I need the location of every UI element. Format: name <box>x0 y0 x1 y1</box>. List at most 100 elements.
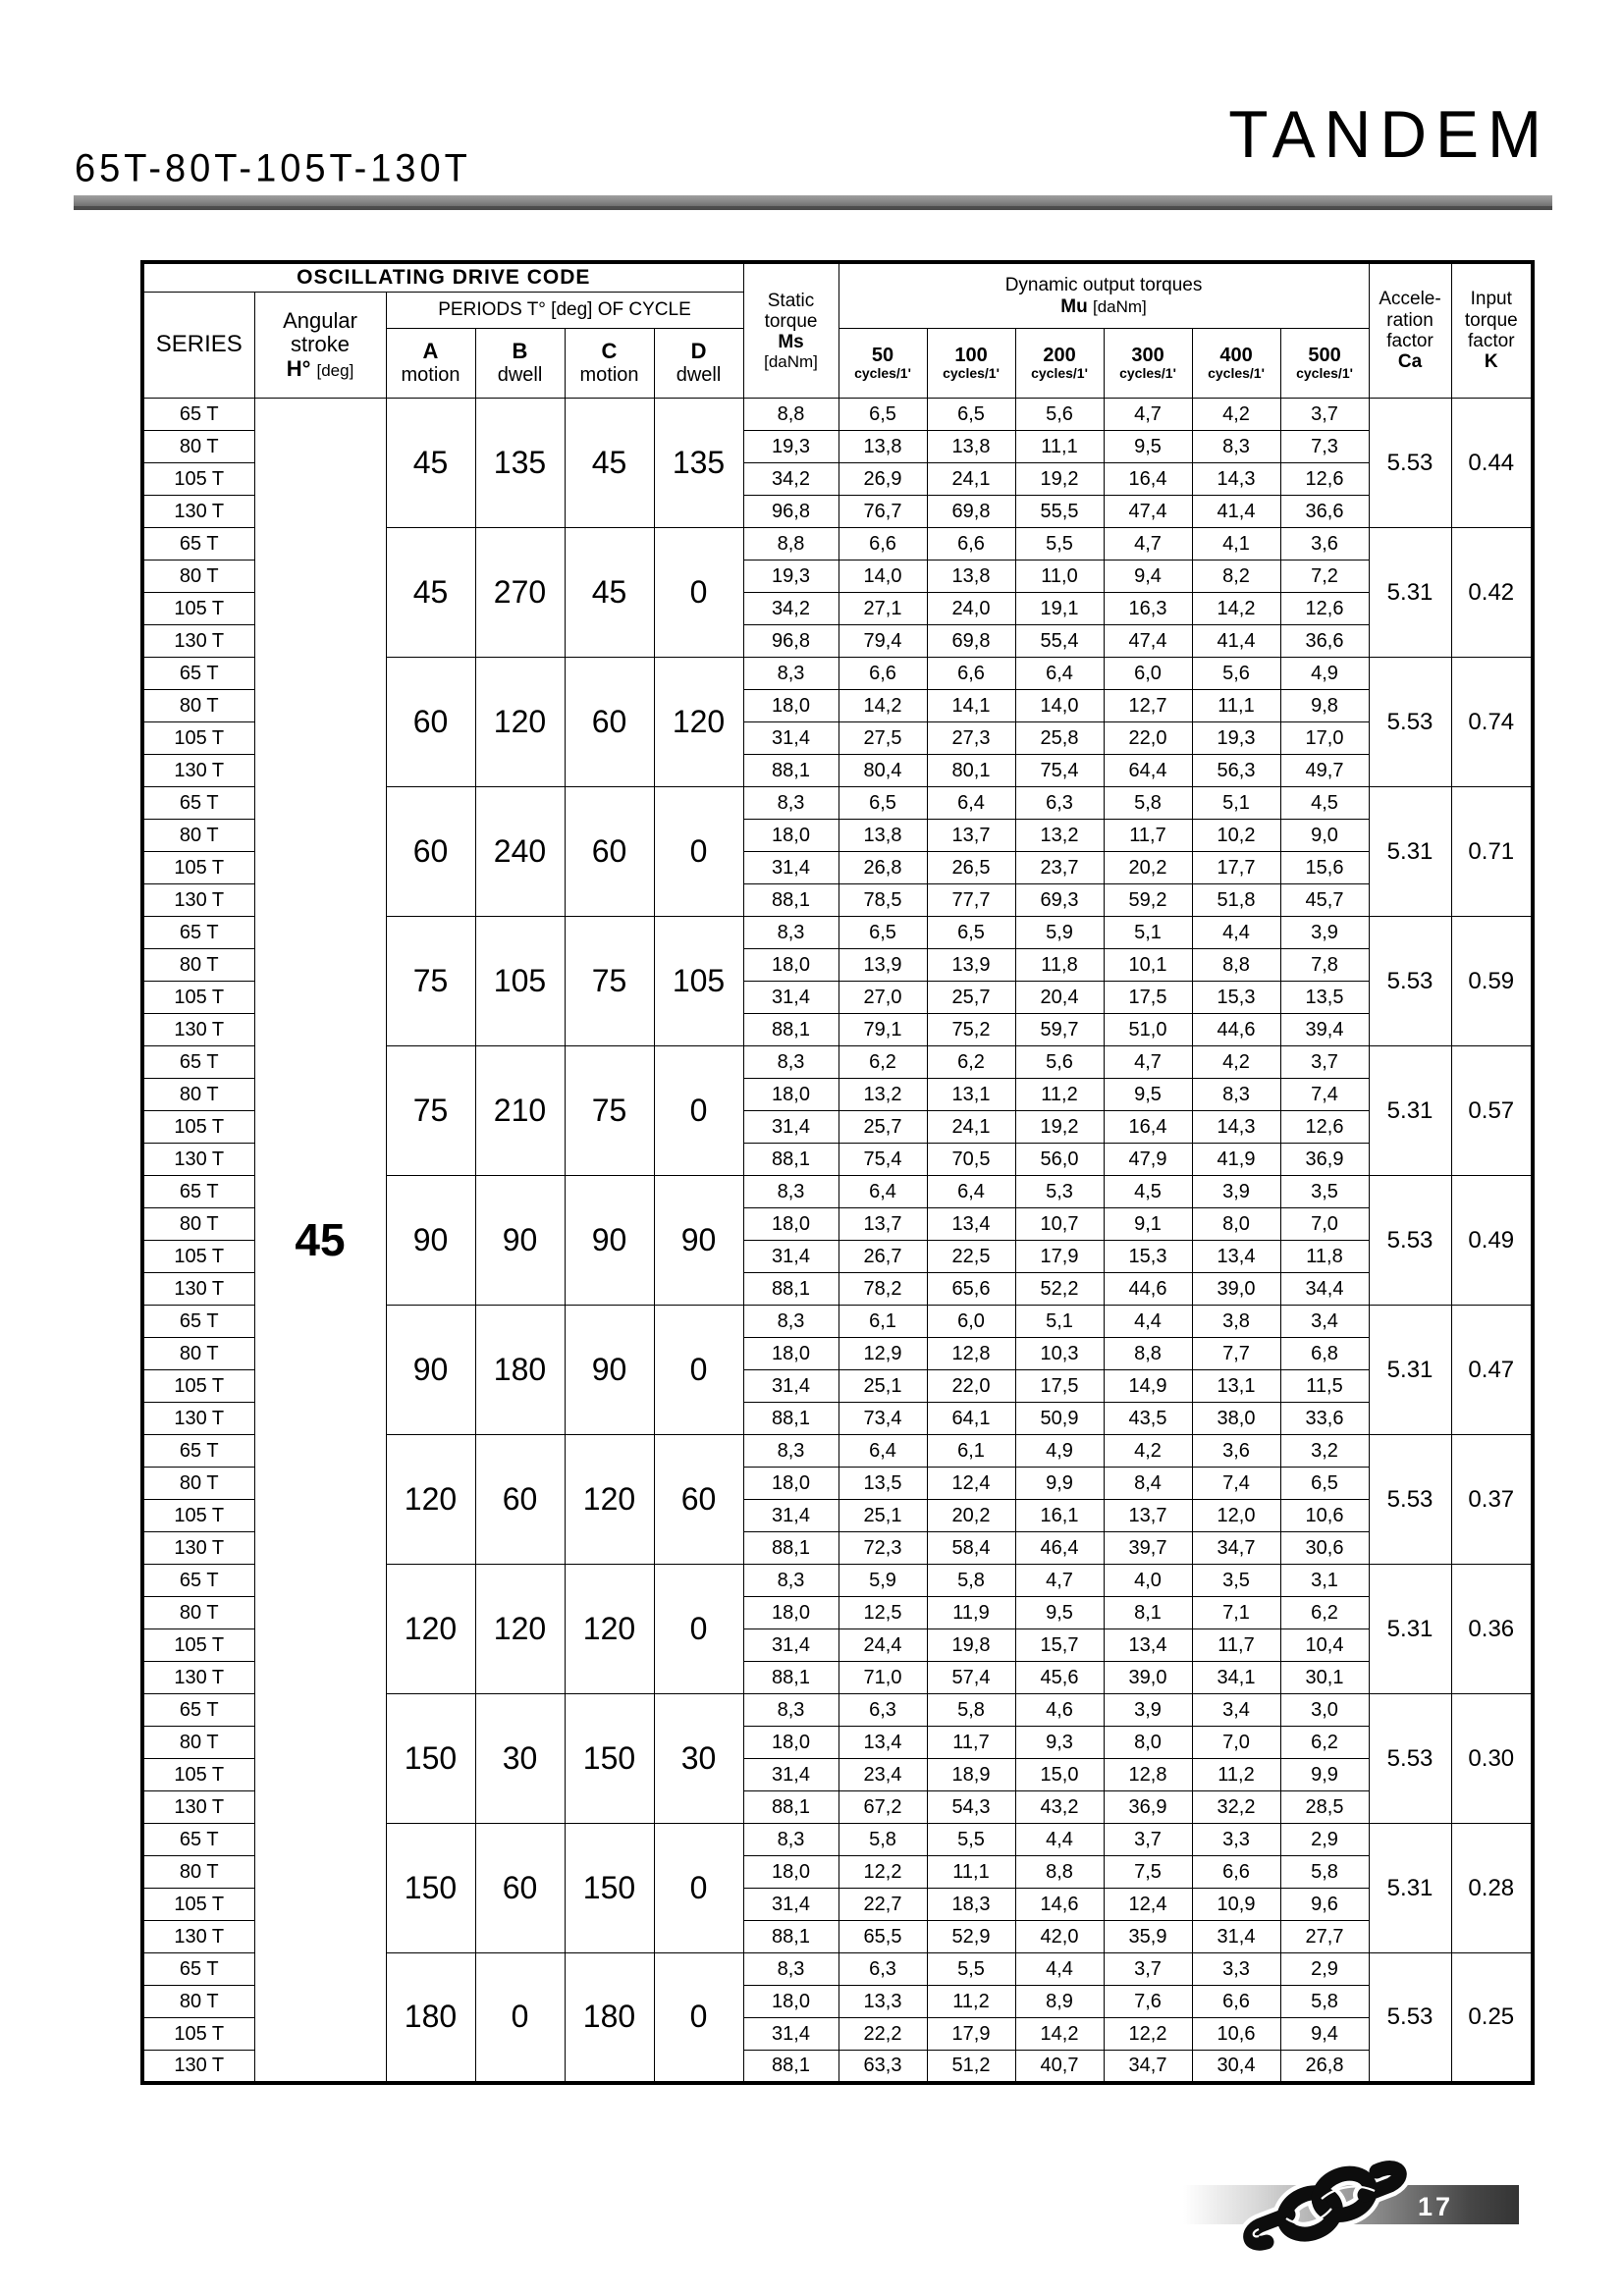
series-label: 105 T <box>141 1240 255 1273</box>
dynamic-torque-value: 14,2 <box>1014 2017 1105 2051</box>
dynamic-torque-value: 8,0 <box>1103 1726 1193 1759</box>
period-value: 0 <box>474 1952 566 2083</box>
dynamic-torque-value: 2,9 <box>1279 1823 1370 1856</box>
dynamic-torque-value: 11,0 <box>1014 560 1105 593</box>
table-row: 130 T 88,1 63,3 51,2 40,7 34,7 30,4 26,8 <box>141 2050 1533 2083</box>
dynamic-torque-value: 12,2 <box>1103 2017 1193 2051</box>
dynamic-torque-value: 64,4 <box>1103 754 1193 787</box>
dynamic-torque-value: 13,4 <box>1191 1240 1281 1273</box>
knot-logo <box>1243 2156 1412 2254</box>
period-value: 60 <box>474 1434 566 1565</box>
dynamic-torque-value: 40,7 <box>1014 2050 1105 2083</box>
static-torque-value: 34,2 <box>742 462 839 496</box>
static-torque-value: 18,0 <box>742 1337 839 1370</box>
dynamic-torque-value: 13,4 <box>926 1207 1016 1241</box>
dynamic-torque-value: 26,9 <box>838 462 928 496</box>
dynamic-torque-value: 6,0 <box>1103 657 1193 690</box>
dynamic-torque-value: 6,5 <box>838 786 928 820</box>
dynamic-torque-value: 34,7 <box>1191 1531 1281 1565</box>
period-value: 60 <box>564 786 655 917</box>
dynamic-torque-value: 8,8 <box>1103 1337 1193 1370</box>
dynamic-torque-value: 25,7 <box>926 981 1016 1014</box>
period-value: 120 <box>564 1434 655 1565</box>
static-torque-value: 19,3 <box>742 430 839 463</box>
static-torque-value: 18,0 <box>742 1985 839 2018</box>
dynamic-torque-value: 31,4 <box>1191 1920 1281 1953</box>
acceleration-factor-value: 5.53 <box>1368 657 1452 787</box>
dynamic-torque-value: 39,0 <box>1103 1661 1193 1694</box>
static-torque-value: 31,4 <box>742 1758 839 1791</box>
dynamic-torque-value: 44,6 <box>1103 1272 1193 1306</box>
dynamic-torque-value: 69,8 <box>926 624 1016 658</box>
dynamic-torque-value: 3,3 <box>1191 1952 1281 1986</box>
dynamic-torque-value: 14,0 <box>1014 689 1105 722</box>
cycles-300-header: 300 cycles/1' <box>1103 328 1193 399</box>
dynamic-torque-value: 13,5 <box>1279 981 1370 1014</box>
dynamic-torque-value: 26,7 <box>838 1240 928 1273</box>
table-row: 65 T 120 60 120 60 8,3 6,4 6,1 4,9 4,2 3,6 3,2 5.53 0… <box>141 1434 1534 1565</box>
dynamic-torque-value: 15,7 <box>1014 1629 1105 1662</box>
period-value: 150 <box>564 1693 655 1824</box>
dynamic-torque-value: 72,3 <box>838 1531 928 1565</box>
period-value: 150 <box>564 1823 655 1953</box>
period-value: 120 <box>474 657 566 787</box>
dynamic-torque-value: 12,9 <box>838 1337 928 1370</box>
input-line: factor <box>1468 331 1515 351</box>
static-torque-value: 88,1 <box>742 1272 839 1306</box>
static-torque-value: 88,1 <box>742 1790 839 1824</box>
dynamic-torque-value: 5,3 <box>1014 1175 1105 1208</box>
dynamic-torque-value: 6,4 <box>838 1434 928 1468</box>
dynamic-torque-value: 78,5 <box>838 883 928 917</box>
dynamic-torque-value: 59,7 <box>1014 1013 1105 1046</box>
series-label: 105 T <box>141 2017 255 2051</box>
static-torque-label: Static <box>767 290 815 311</box>
dynamic-torque-value: 3,7 <box>1103 1952 1193 1986</box>
dynamic-torque-value: 17,5 <box>1014 1369 1105 1403</box>
static-torque-value: 18,0 <box>742 689 839 722</box>
series-label: 130 T <box>141 883 255 917</box>
dynamic-torque-value: 8,3 <box>1191 430 1281 463</box>
dynamic-torque-value: 30,6 <box>1279 1531 1370 1565</box>
dynamic-torque-value: 4,9 <box>1279 657 1370 690</box>
static-torque-value: 88,1 <box>742 1531 839 1565</box>
dynamic-torque-value: 20,4 <box>1014 981 1105 1014</box>
dynamic-torque-value: 17,9 <box>926 2017 1016 2051</box>
dynamic-torque-value: 27,1 <box>838 592 928 625</box>
dynamic-torque-value: 9,9 <box>1014 1467 1105 1500</box>
dynamic-torque-value: 13,1 <box>926 1078 1016 1111</box>
dynamic-torque-value: 13,3 <box>838 1985 928 2018</box>
dynamic-torque-value: 3,7 <box>1103 1823 1193 1856</box>
dynamic-torque-value: 7,1 <box>1191 1596 1281 1629</box>
dynamic-torque-value: 3,5 <box>1279 1175 1370 1208</box>
period-value: 60 <box>564 657 655 787</box>
table-row: 80 T 18,0 12,9 12,8 10,3 8,8 7,7 6,8 <box>141 1337 1533 1370</box>
input-symbol: K <box>1484 351 1498 373</box>
dynamic-torque-value: 56,3 <box>1191 754 1281 787</box>
static-torque-value: 31,4 <box>742 1499 839 1532</box>
angular-line: Angular <box>283 307 357 333</box>
header-row-1: OSCILLATING DRIVE CODE Static torque Ms … <box>141 261 1534 399</box>
dynamic-torque-value: 13,9 <box>838 948 928 982</box>
period-value: 60 <box>385 657 476 787</box>
cycles-unit: cycles/1' <box>1208 365 1265 382</box>
dynamic-torque-value: 7,7 <box>1191 1337 1281 1370</box>
dynamic-torque-value: 6,2 <box>838 1045 928 1079</box>
dynamic-torque-value: 22,2 <box>838 2017 928 2051</box>
period-value: 180 <box>564 1952 655 2083</box>
static-torque-value: 31,4 <box>742 721 839 755</box>
dynamic-torque-value: 39,0 <box>1191 1272 1281 1306</box>
dynamic-torque-value: 5,5 <box>1014 527 1105 561</box>
dynamic-torque-value: 5,6 <box>1014 398 1105 431</box>
period-value: 120 <box>385 1564 476 1694</box>
dynamic-torque-value: 3,6 <box>1191 1434 1281 1468</box>
dynamic-torque-value: 24,1 <box>926 1110 1016 1144</box>
dynamic-torque-value: 54,3 <box>926 1790 1016 1824</box>
dynamic-torque-value: 10,3 <box>1014 1337 1105 1370</box>
dynamic-torque-value: 11,7 <box>1103 819 1193 852</box>
dynamic-torque-value: 12,6 <box>1279 592 1370 625</box>
table-row: 105 T 31,4 26,8 26,5 23,7 20,2 17,7 15,6 <box>141 851 1533 884</box>
table-row: 65 T 180 0 180 0 8,3 6,3 5,5 4,4 3,7 3,3 2,9 5.53 0.2… <box>141 1952 1534 2083</box>
dynamic-torque-value: 4,7 <box>1103 527 1193 561</box>
dynamic-torque-value: 4,4 <box>1191 916 1281 949</box>
dynamic-torque-value: 3,9 <box>1103 1693 1193 1727</box>
